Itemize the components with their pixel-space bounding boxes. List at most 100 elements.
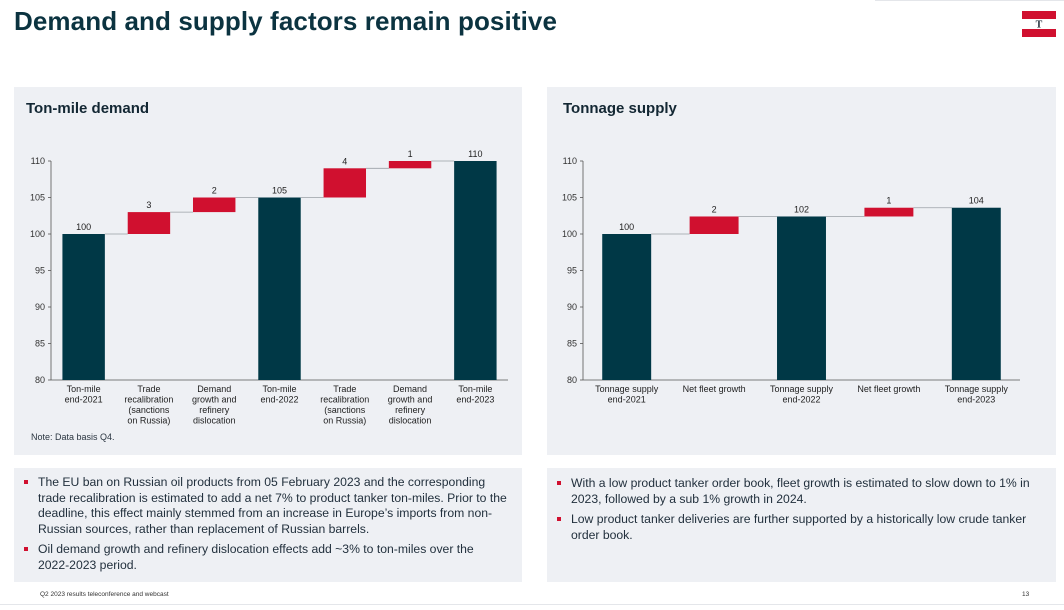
x-category-label: Trade recalibration (sanctions on Russia) bbox=[124, 384, 173, 426]
y-tick-label: 80 bbox=[567, 375, 577, 385]
supply-commentary-panel: With a low product tanker order book, fl… bbox=[547, 468, 1056, 582]
data-label: 100 bbox=[619, 222, 634, 232]
x-category-line: Net fleet growth bbox=[683, 384, 746, 394]
y-tick-label: 110 bbox=[563, 156, 577, 166]
x-category-label: Net fleet growth bbox=[683, 384, 746, 394]
x-category-line: recalibration bbox=[124, 395, 173, 405]
header-divider bbox=[875, 0, 1064, 1]
x-category-label: Net fleet growth bbox=[857, 384, 920, 394]
increase-bar bbox=[192, 197, 236, 213]
x-category-line: Tonnage supply bbox=[595, 384, 659, 394]
x-category-line: Ton-mile bbox=[262, 384, 296, 394]
x-category-line: Net fleet growth bbox=[857, 384, 920, 394]
x-category-line: recalibration bbox=[320, 395, 369, 405]
bullet-marker bbox=[557, 517, 561, 521]
data-label: 1 bbox=[886, 196, 891, 206]
x-category-line: end-2023 bbox=[957, 395, 995, 405]
increase-bar bbox=[864, 207, 914, 217]
demand-bullet-2: Oil demand growth and refinery dislocati… bbox=[23, 542, 507, 573]
x-category-line: growth and bbox=[192, 395, 237, 405]
x-category-label: Ton-mile end-2022 bbox=[260, 384, 298, 405]
data-label: 4 bbox=[342, 156, 347, 166]
y-tick-label: 95 bbox=[35, 266, 45, 276]
data-label: 105 bbox=[272, 186, 287, 196]
y-tick-label: 90 bbox=[567, 302, 577, 312]
x-category-line: refinery bbox=[395, 405, 426, 415]
bullet-marker bbox=[557, 481, 561, 485]
demand-bullet-1: The EU ban on Russian oil products from … bbox=[23, 475, 507, 537]
tonnage-supply-panel: Tonnage supply 80 85 90 95 100 105 110 100 Tonna… bbox=[547, 87, 1056, 455]
x-category-line: end-2021 bbox=[608, 395, 646, 405]
footer-text: Q2 2023 results teleconference and webca… bbox=[40, 591, 169, 598]
page-title: Demand and supply factors remain positiv… bbox=[14, 6, 558, 36]
x-category-line: on Russia) bbox=[127, 416, 170, 426]
y-tick-label: 95 bbox=[567, 266, 577, 276]
total-bar bbox=[951, 207, 1001, 380]
x-category-line: end-2022 bbox=[260, 395, 298, 405]
x-category-label: Trade recalibration (sanctions on Russia) bbox=[320, 384, 369, 426]
x-category-line: (sanctions bbox=[128, 405, 170, 415]
total-bar bbox=[602, 234, 652, 380]
y-tick-label: 90 bbox=[35, 302, 45, 312]
y-tick-label: 105 bbox=[562, 193, 577, 203]
data-label: 100 bbox=[76, 222, 91, 232]
footer-divider bbox=[0, 604, 1064, 605]
ton-mile-demand-panel: Ton-mile demand 80 85 90 95 100 105 110 100 Ton-… bbox=[14, 87, 522, 455]
x-category-label: Tonnage supply end-2022 bbox=[770, 384, 834, 405]
supply-bullet-list: With a low product tanker order book, fl… bbox=[556, 476, 1044, 548]
demand-bullet-list: The EU ban on Russian oil products from … bbox=[23, 475, 507, 578]
x-category-label: Demand growth and refinery dislocation bbox=[388, 384, 433, 426]
company-logo: T bbox=[1022, 11, 1056, 37]
bullet-marker bbox=[24, 547, 28, 551]
x-category-line: Tonnage supply bbox=[945, 384, 1009, 394]
chart-note: Note: Data basis Q4. bbox=[31, 432, 115, 442]
increase-bar bbox=[689, 216, 739, 234]
x-category-line: end-2022 bbox=[782, 395, 820, 405]
logo-letter: T bbox=[1036, 20, 1043, 31]
x-category-line: dislocation bbox=[193, 416, 236, 426]
data-label: 1 bbox=[408, 149, 413, 159]
total-bar bbox=[777, 216, 826, 380]
x-category-line: Demand bbox=[393, 384, 427, 394]
increase-bar bbox=[323, 168, 367, 198]
x-category-label: Tonnage supply end-2023 bbox=[945, 384, 1009, 405]
data-label: 102 bbox=[794, 204, 809, 214]
x-category-line: end-2021 bbox=[65, 395, 103, 405]
data-label: 110 bbox=[468, 149, 482, 159]
data-label: 2 bbox=[212, 186, 217, 196]
x-category-line: refinery bbox=[199, 405, 230, 415]
demand-commentary-panel: The EU ban on Russian oil products from … bbox=[14, 468, 522, 582]
total-bar bbox=[454, 161, 497, 380]
x-category-line: on Russia) bbox=[323, 416, 366, 426]
increase-bar bbox=[127, 212, 171, 234]
x-category-line: Trade bbox=[137, 384, 160, 394]
y-tick-label: 100 bbox=[562, 229, 577, 239]
x-category-line: Trade bbox=[333, 384, 356, 394]
x-category-line: end-2023 bbox=[456, 395, 494, 405]
total-bar bbox=[258, 197, 301, 380]
increase-bar bbox=[388, 161, 432, 169]
x-category-line: Ton-mile bbox=[458, 384, 492, 394]
page-number: 13 bbox=[1022, 591, 1030, 598]
ton-mile-demand-title: Ton-mile demand bbox=[26, 100, 150, 117]
x-category-line: growth and bbox=[388, 395, 433, 405]
total-bar bbox=[62, 234, 105, 380]
y-tick-label: 80 bbox=[35, 375, 45, 385]
data-label: 2 bbox=[712, 204, 717, 214]
x-category-line: dislocation bbox=[389, 416, 432, 426]
y-tick-label: 110 bbox=[31, 156, 45, 166]
y-tick-label: 85 bbox=[567, 339, 577, 349]
x-category-line: Ton-mile bbox=[67, 384, 101, 394]
bullet-marker bbox=[24, 480, 28, 484]
x-category-line: Demand bbox=[197, 384, 231, 394]
supply-bullet-2: Low product tanker deliveries are furthe… bbox=[556, 512, 1044, 543]
x-category-line: Tonnage supply bbox=[770, 384, 834, 394]
data-label: 3 bbox=[146, 200, 151, 210]
supply-bullet-1: With a low product tanker order book, fl… bbox=[556, 476, 1044, 507]
x-category-line: (sanctions bbox=[324, 405, 366, 415]
y-tick-label: 85 bbox=[35, 339, 45, 349]
x-category-label: Ton-mile end-2023 bbox=[456, 384, 494, 405]
x-category-label: Tonnage supply end-2021 bbox=[595, 384, 659, 405]
